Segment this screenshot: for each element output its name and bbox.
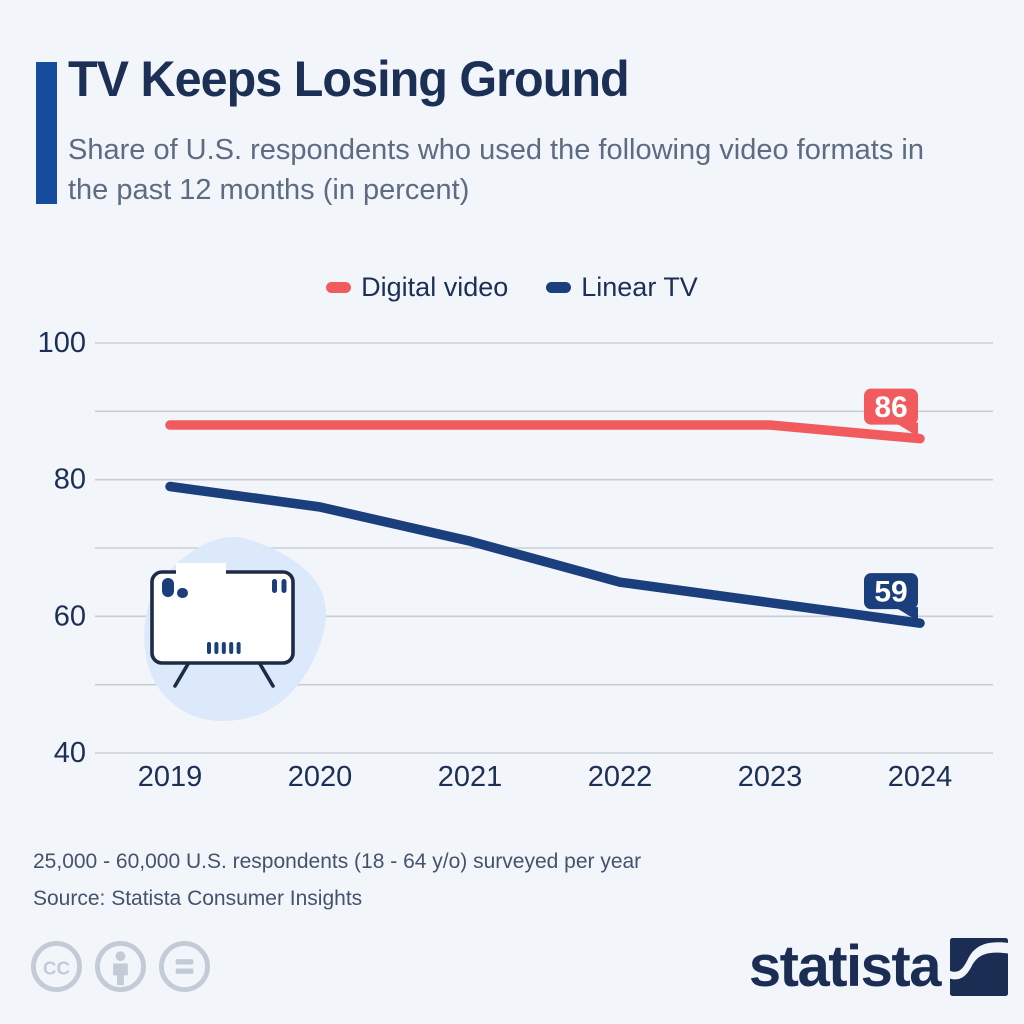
linear-tv-value-badge: 59	[864, 573, 918, 622]
legend-item-linear-tv: Linear TV	[546, 272, 698, 303]
tv-leg	[258, 662, 275, 688]
tv-small-dot-icon	[177, 588, 188, 598]
chart-series	[165, 420, 925, 628]
digital-video-badge-box	[864, 388, 918, 425]
tv-icon	[144, 536, 326, 721]
line-chart: 86 59 40 60 80 100 2019 2020 2021 2022 2023 2024	[38, 327, 993, 793]
statista-logo-mark	[950, 938, 1008, 996]
statista-logo: statista	[749, 938, 1008, 996]
license-icons: CC	[30, 940, 211, 993]
y-axis-label-40: 40	[54, 737, 86, 769]
x-axis-label-2021: 2021	[438, 761, 503, 793]
legend-label-digital-video: Digital video	[361, 272, 509, 302]
x-axis-label-2020: 2020	[288, 761, 353, 793]
digital-video-line	[165, 420, 925, 444]
linear-tv-line	[165, 481, 925, 628]
tv-outline-gap	[176, 563, 226, 576]
tv-leg	[173, 662, 190, 688]
x-axis-label-2022: 2022	[588, 761, 653, 793]
y-axis-label-80: 80	[54, 464, 86, 496]
chart-axis-labels: 40 60 80 100 2019 2020 2021 2022 2023 2024	[38, 327, 953, 793]
tv-vent-bar-icon	[281, 579, 287, 593]
page-subtitle: Share of U.S. respondents who used the f…	[68, 134, 924, 206]
chart-value-badges: 86 59	[864, 388, 918, 622]
linear-tv-badge-value: 59	[874, 576, 907, 609]
source-note: Source: Statista Consumer Insights	[33, 887, 363, 910]
cc-icon: CC	[30, 940, 83, 993]
linear-tv-badge-box	[864, 573, 918, 610]
y-axis-label-60: 60	[54, 600, 86, 632]
tv-vent-bar-icon	[272, 579, 277, 593]
x-axis-label-2019: 2019	[138, 761, 203, 793]
equal-icon	[158, 940, 211, 993]
linear-tv-marker-icon	[546, 282, 572, 293]
statista-wordmark: statista	[748, 934, 942, 999]
y-axis-label-100: 100	[38, 327, 86, 359]
x-axis-label-2023: 2023	[738, 761, 803, 793]
chart-footnotes: 25,000 - 60,000 U.S. respondents (18 - 6…	[33, 843, 641, 917]
digital-video-value-badge: 86	[864, 388, 918, 437]
attribution-icon	[94, 940, 147, 993]
tv-power-dot-icon	[162, 578, 174, 597]
digital-video-marker-icon	[326, 282, 352, 293]
svg-text:CC: CC	[43, 957, 70, 978]
tv-speaker-grille-icon	[207, 642, 241, 654]
page-title: TV Keeps Losing Ground	[68, 51, 630, 107]
legend-item-digital-video: Digital video	[326, 272, 508, 303]
title-accent-bar	[36, 62, 57, 204]
survey-note: 25,000 - 60,000 U.S. respondents (18 - 6…	[33, 850, 642, 873]
linear-tv-badge-tail	[895, 607, 918, 622]
x-axis-label-2024: 2024	[888, 761, 953, 793]
digital-video-badge-value: 86	[874, 391, 907, 424]
legend-label-linear-tv: Linear TV	[581, 272, 698, 302]
digital-video-badge-tail	[895, 422, 918, 437]
chart-legend: Digital video Linear TV	[0, 272, 1024, 303]
